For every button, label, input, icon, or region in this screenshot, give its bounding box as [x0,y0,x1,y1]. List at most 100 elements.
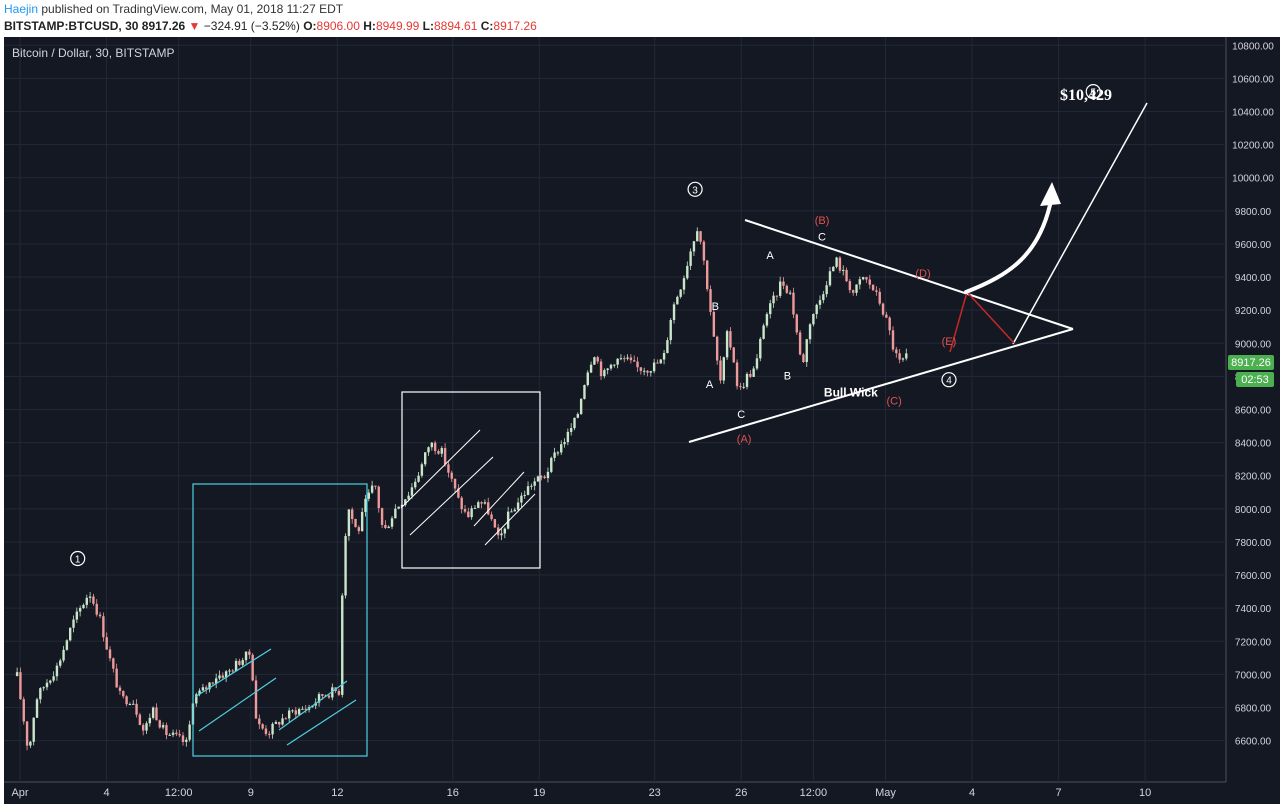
price-tick-label: 10800.00 [1232,41,1274,52]
time-tick-label: 12:00 [165,787,193,799]
target-line [1012,102,1148,345]
price-axis[interactable] [1226,37,1280,782]
candle-body [749,373,752,377]
countdown-tag: 02:53 [1241,374,1269,386]
candle-body [98,614,102,617]
candle-body [513,509,516,512]
candle-body [536,476,540,482]
candle-body [639,367,643,371]
candle-body [798,332,802,355]
wave-letter: (C) [887,396,902,408]
candle-body [201,687,205,691]
cyan-channel-upper-2 [278,680,348,731]
candle-body [360,511,364,532]
candle-body [337,691,341,695]
chart-note: Bull Wick [824,385,878,399]
candle-body [626,357,629,359]
wave-number: 3 [692,185,698,196]
candle-body [49,680,52,683]
candle-body [447,464,450,473]
time-tick-label: 12:00 [800,787,828,799]
wave-number: 1 [75,555,81,566]
time-tick-label: 4 [969,787,975,799]
wave-circle [70,550,86,567]
candle-body [224,671,228,678]
candle-body [556,452,560,454]
candle-body [327,695,331,698]
candle-body [669,319,672,341]
candle-body [646,370,649,373]
ohlc-line: BITSTAMP:BTCUSD, 30 8917.26 ▼ −324.91 (−… [4,19,537,33]
candle-body [254,680,258,719]
price-tick-label: 9800.00 [1235,207,1272,218]
candle-body [526,486,530,495]
candle-body [845,269,848,282]
candle-body [553,452,556,458]
countdown-marker [1236,372,1274,387]
candle-body [264,728,268,734]
white-box [401,391,541,569]
candle-body [868,279,871,285]
candle-body [885,314,888,318]
time-axis[interactable] [4,782,1280,804]
candle-body [145,723,148,731]
candle-body [394,508,397,519]
author-link[interactable]: Haejin [4,2,39,16]
candle-body [22,699,25,722]
candle-body [477,502,480,508]
candle-body [430,442,434,448]
white-channel-upper-2 [473,471,525,527]
candle-body [510,511,513,513]
candle-body [861,277,865,280]
price-tick-label: 10600.00 [1232,74,1274,85]
candle-body [792,292,795,315]
candle-body [341,595,344,695]
candle-body [788,292,792,294]
open-value: 8906.00 [316,19,360,33]
wave-letter: A [766,250,774,262]
candle-body [125,696,128,705]
wave-letter: B [712,301,719,313]
candle-body [875,290,878,292]
candle-body [765,314,769,326]
candle-body [593,357,596,365]
candlesticks [15,227,908,751]
candle-body [443,448,447,465]
candle-body [818,300,822,305]
price-tick-label: 8400.00 [1235,439,1272,450]
candle-body [715,336,719,361]
candle-body [579,398,583,415]
last-price-tag: 8917.26 [1231,357,1271,369]
time-tick-label: May [875,787,896,799]
candle-body [15,672,19,677]
candle-body [148,717,152,724]
candle-body [158,720,161,728]
candle-body [354,518,357,528]
candle-body [606,368,609,371]
price-tick-label: 6600.00 [1235,737,1272,748]
candle-body [387,526,390,529]
candle-body [19,672,22,700]
candle-body [851,290,855,293]
candle-body [706,260,709,290]
candle-body [228,670,231,672]
symbol-label[interactable]: BITSTAMP:BTCUSD, 30 [4,19,139,33]
candle-body [151,707,155,718]
candle-body [367,492,370,499]
candle-body [32,717,35,742]
candle-body [679,289,682,297]
candle-body [530,485,533,487]
candle-body [613,364,616,366]
candle-body [722,357,725,381]
candle-body [636,361,639,368]
candle-body [762,325,765,339]
candle-body [52,676,55,681]
candle-body [888,317,891,331]
candle-body [331,687,334,698]
price-tick-label: 7600.00 [1235,571,1272,582]
candle-body [437,450,440,454]
candle-body [775,295,779,297]
candle-body [603,370,606,377]
candle-body [218,675,221,679]
